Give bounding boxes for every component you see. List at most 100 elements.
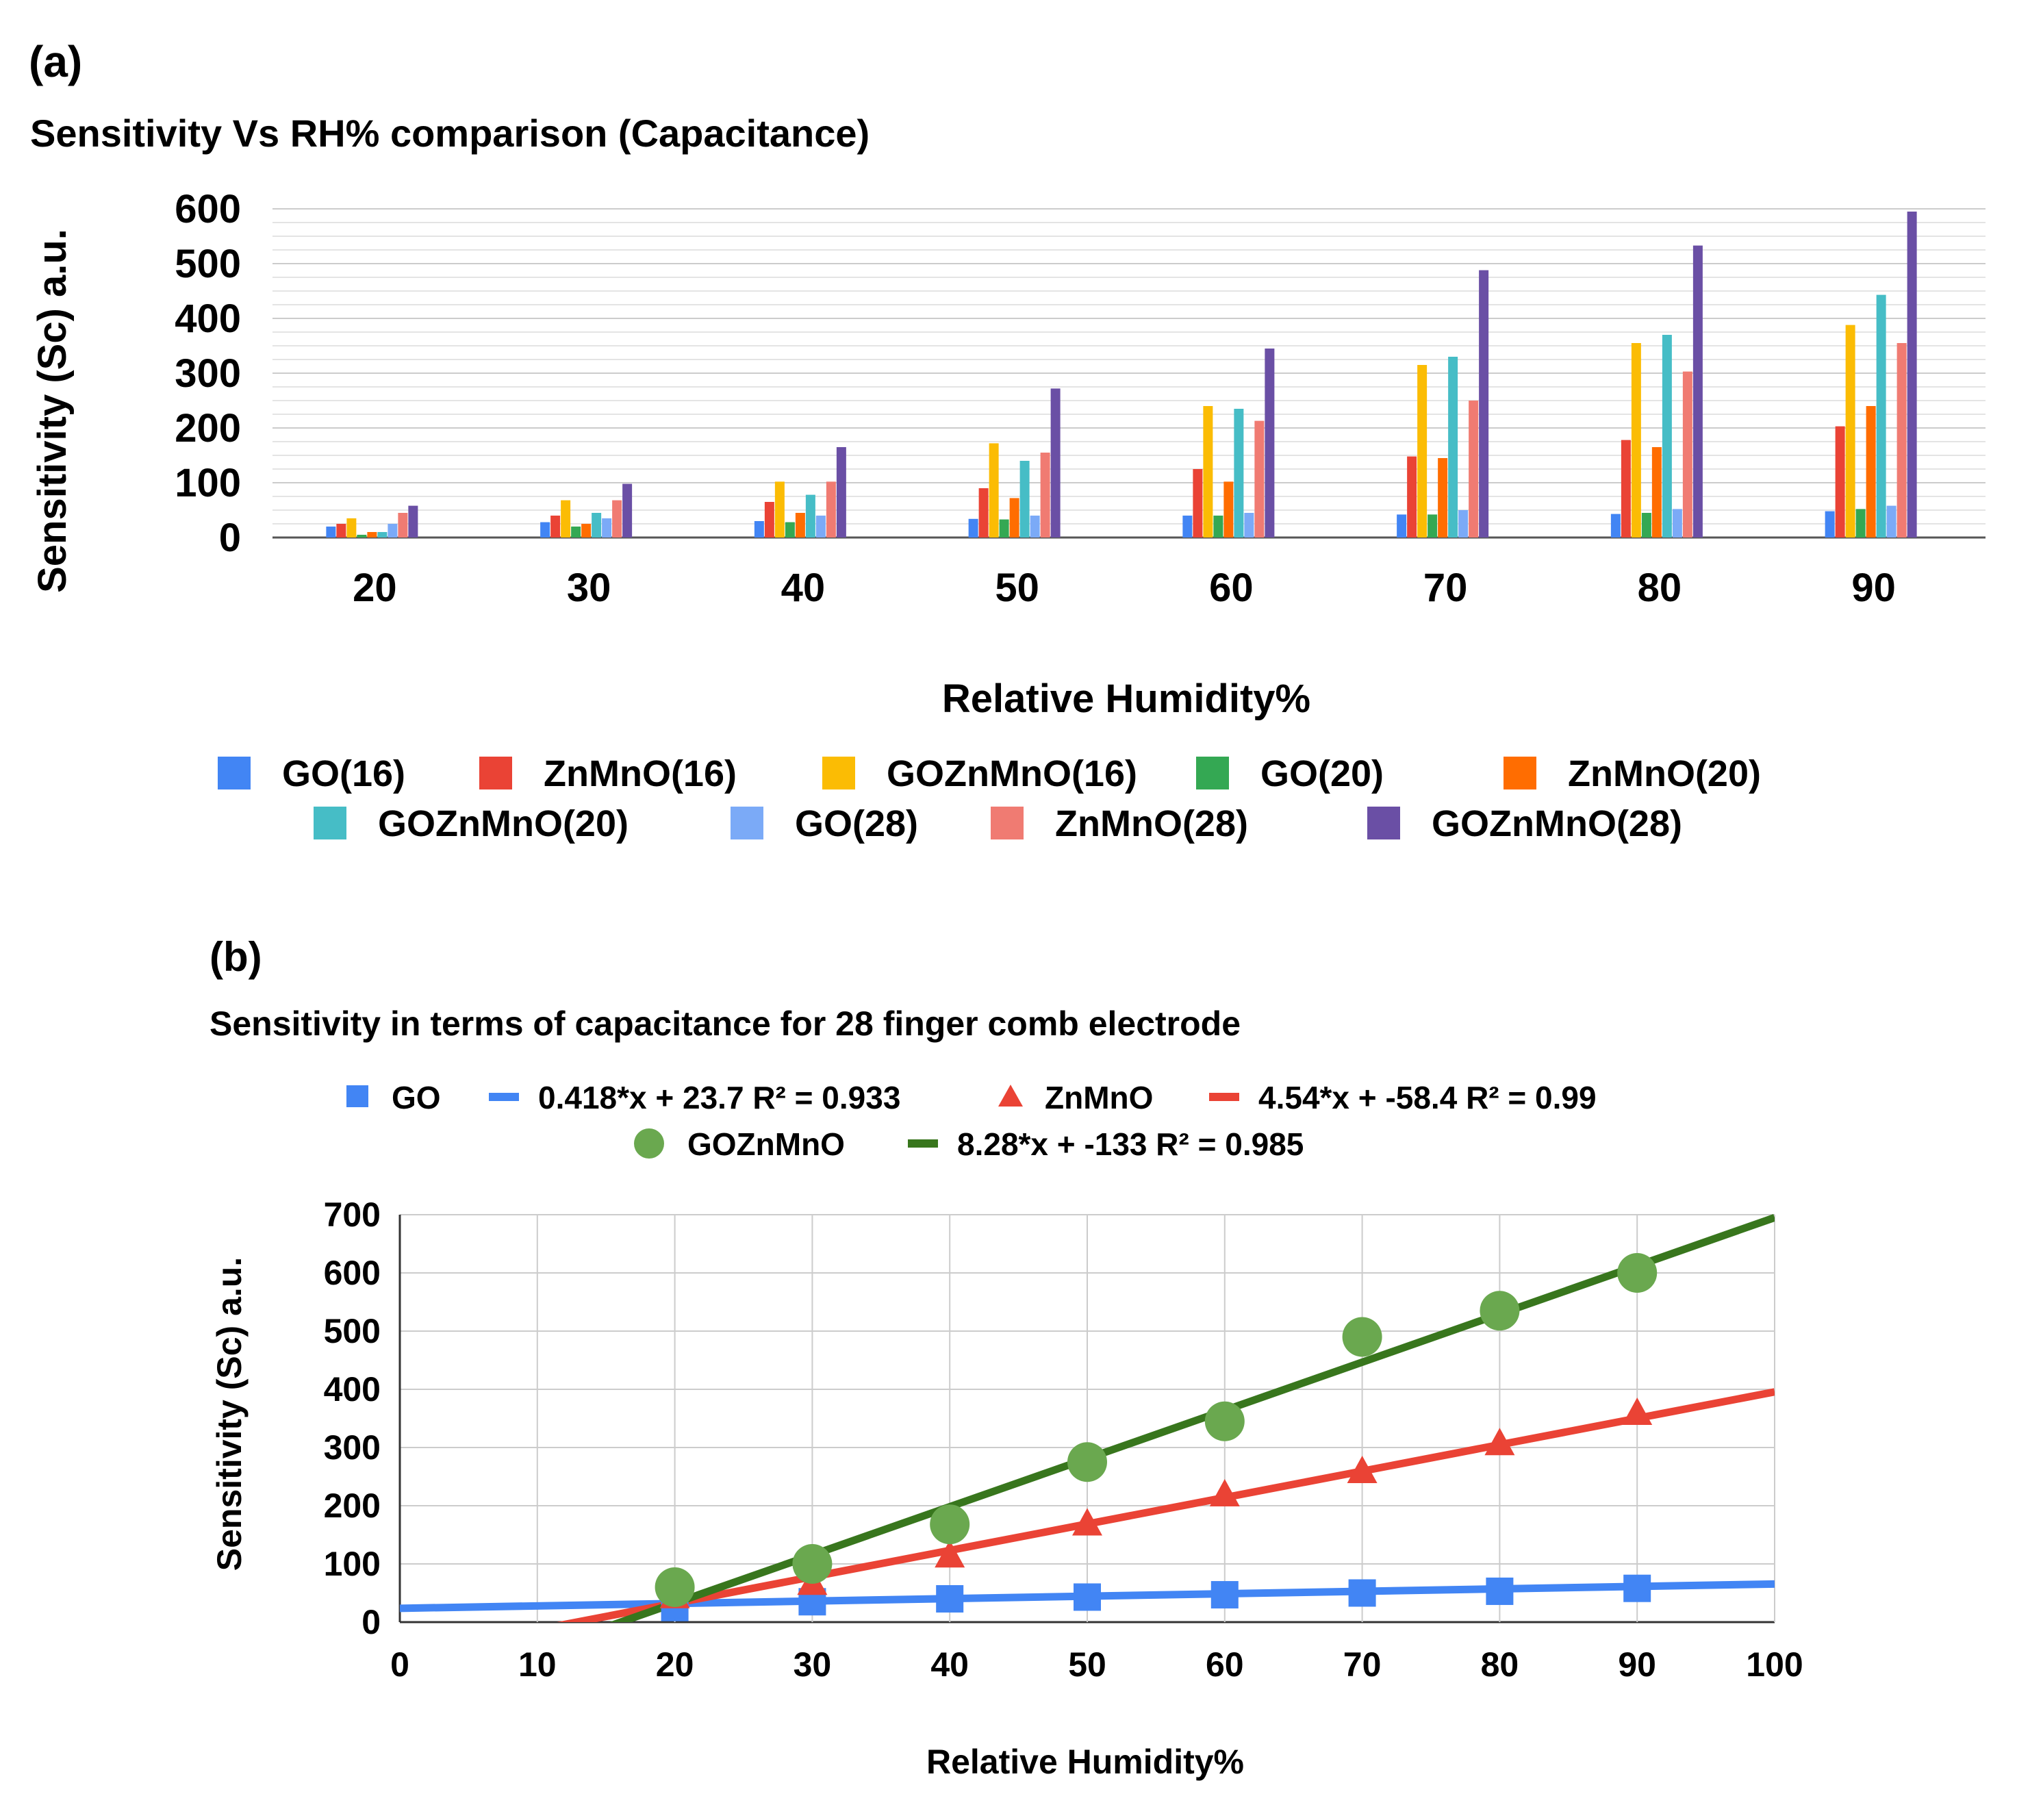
x-tick-label: 10 (518, 1645, 557, 1684)
chart-a-ylabel: Sensitivity (Sc) a.u. (30, 229, 75, 593)
x-tick-label: 90 (1618, 1645, 1656, 1684)
bar-go28 (1244, 513, 1254, 538)
bar-go28 (602, 518, 612, 538)
y-tick-label: 500 (175, 242, 241, 286)
x-tick-label: 40 (930, 1645, 969, 1684)
bar-go28 (1672, 509, 1682, 538)
legend-label: GOZnMnO(28) (1432, 803, 1682, 844)
bar-goznmno16 (1203, 406, 1213, 538)
bar-goznmno28 (622, 483, 633, 538)
legend-marker-line (908, 1139, 938, 1148)
chart-b-points (655, 1253, 1658, 1621)
y-tick-label: 300 (324, 1428, 381, 1467)
legend-label: GO(16) (282, 753, 405, 794)
bar-znmno28 (398, 513, 408, 538)
point-goznmno (655, 1567, 695, 1607)
legend-label: GOZnMnO (687, 1126, 845, 1162)
legend-swatch (731, 807, 763, 839)
panel-b-label: (b) (210, 934, 262, 980)
bar-go16 (1610, 514, 1621, 538)
legend-marker-square (346, 1085, 368, 1107)
bar-goznmno28 (1479, 270, 1489, 538)
bar-znmno28 (612, 500, 622, 538)
chart-b-gridlines (398, 1214, 1775, 1623)
point-znmno (1072, 1508, 1102, 1536)
point-znmno (1209, 1479, 1240, 1506)
point-go (1623, 1574, 1651, 1602)
x-tick-label: 80 (1638, 566, 1682, 610)
legend-label: ZnMnO(16) (544, 753, 737, 794)
bar-znmno28 (1040, 453, 1050, 538)
legend-swatch (822, 757, 855, 789)
bar-goznmno16 (1417, 365, 1428, 538)
legend-marker-line (489, 1093, 519, 1101)
legend-label: GOZnMnO(20) (378, 803, 629, 844)
bar-znmno20 (581, 524, 592, 538)
point-goznmno (1617, 1253, 1658, 1293)
legend-swatch (1367, 807, 1400, 839)
point-znmno (1484, 1428, 1515, 1456)
bar-goznmno28 (1265, 349, 1275, 538)
y-tick-label: 200 (324, 1487, 381, 1525)
y-tick-label: 400 (175, 296, 241, 341)
bar-znmno28 (826, 481, 836, 538)
bar-goznmno16 (346, 518, 357, 538)
bar-znmno16 (1193, 469, 1203, 538)
chart-b-xlabel: Relative Humidity% (926, 1743, 1244, 1781)
x-tick-label: 80 (1481, 1645, 1519, 1684)
bar-znmno28 (1469, 401, 1479, 538)
legend-swatch (991, 807, 1024, 839)
bar-znmno28 (1682, 371, 1692, 538)
bar-go20 (357, 535, 367, 538)
bar-goznmno20 (1662, 335, 1672, 538)
bar-znmno28 (1254, 420, 1265, 538)
bar-znmno16 (764, 502, 774, 538)
bar-go20 (1428, 514, 1438, 538)
bar-znmno20 (367, 532, 377, 538)
bar-goznmno16 (1845, 325, 1855, 538)
bar-go16 (326, 527, 336, 538)
y-tick-label: 100 (324, 1545, 381, 1583)
bar-znmno20 (795, 513, 805, 538)
bar-znmno16 (978, 488, 989, 538)
legend-label: GOZnMnO(16) (887, 753, 1137, 794)
y-tick-label: 0 (219, 516, 241, 560)
point-go (1074, 1583, 1101, 1611)
x-tick-label: 50 (1068, 1645, 1106, 1684)
bar-goznmno16 (774, 481, 785, 538)
chart-a-x-ticks: 20 30 40 50 60 70 80 90 (353, 566, 1896, 610)
legend-swatch (218, 757, 251, 789)
legend-label: 0.418*x + 23.7 R² = 0.933 (538, 1080, 900, 1115)
bar-goznmno28 (1692, 245, 1703, 538)
bar-go16 (1397, 514, 1407, 538)
point-goznmno (1342, 1317, 1382, 1357)
bar-goznmno16 (561, 500, 571, 538)
legend-label: ZnMnO(20) (1568, 753, 1761, 794)
legend-marker-line (1209, 1093, 1239, 1101)
point-goznmno (1067, 1442, 1107, 1482)
legend-label: GO (392, 1080, 441, 1115)
x-tick-label: 60 (1206, 1645, 1244, 1684)
bar-go28 (388, 524, 398, 538)
bar-go20 (1855, 509, 1866, 538)
legend-label: ZnMnO(28) (1055, 803, 1248, 844)
bar-go16 (540, 522, 550, 538)
x-tick-label: 60 (1209, 566, 1254, 610)
point-go (936, 1585, 964, 1613)
bar-go28 (815, 516, 826, 538)
chart-a-bars (326, 212, 1917, 538)
legend-label: 4.54*x + -58.4 R² = 0.99 (1258, 1080, 1597, 1115)
bar-go20 (1213, 516, 1223, 538)
bar-znmno16 (1621, 440, 1631, 538)
bar-go28 (1030, 516, 1040, 538)
bar-goznmno28 (836, 447, 846, 538)
chart-b-ylabel: Sensitivity (Sc) a.u. (210, 1257, 249, 1571)
bar-go28 (1458, 510, 1469, 538)
bar-goznmno20 (1234, 409, 1244, 538)
point-go (1210, 1581, 1239, 1609)
y-tick-label: 500 (324, 1312, 381, 1350)
bar-go16 (754, 521, 764, 538)
bar-goznmno20 (1876, 294, 1886, 538)
bar-go28 (1886, 505, 1897, 538)
point-goznmno (792, 1544, 833, 1584)
